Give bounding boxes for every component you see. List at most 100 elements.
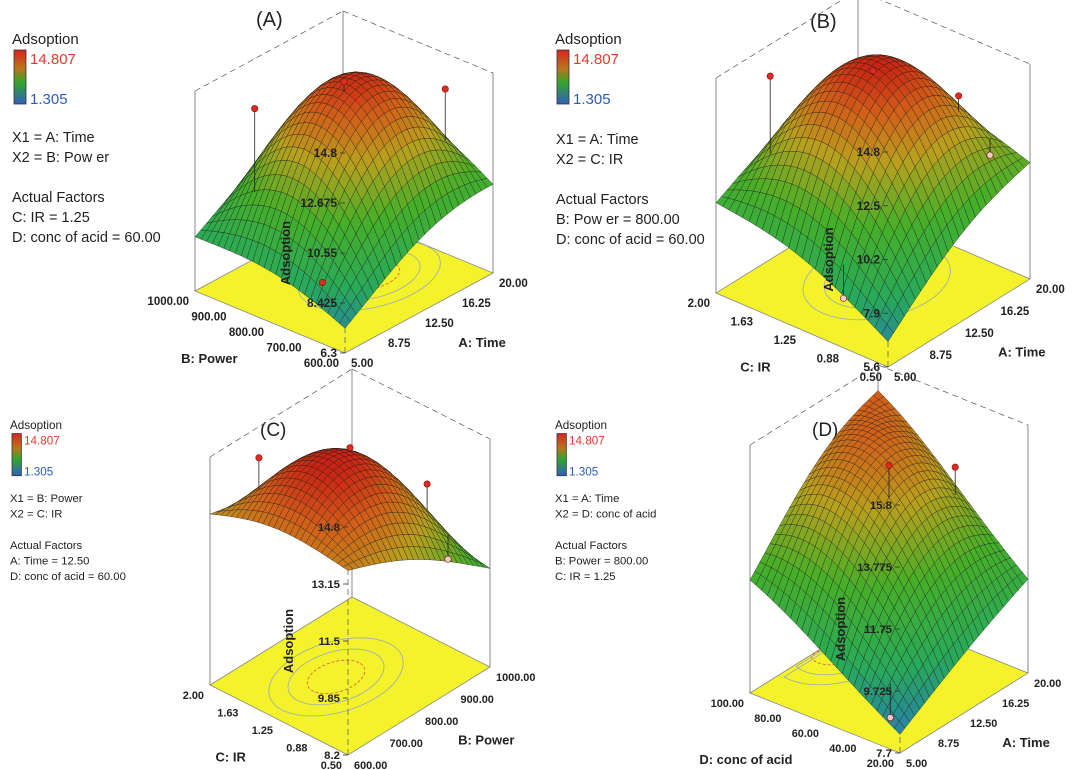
y-tick-label: 40.00 (829, 743, 856, 755)
z-tick-label: 13.775 (857, 562, 893, 574)
x-tick-label: 12.50 (965, 328, 994, 340)
z-tick-label: 5.6 (863, 360, 880, 374)
y-tick-label: 1.63 (731, 317, 753, 329)
x-tick-label: 16.25 (1002, 698, 1029, 710)
z-tick-label: 14.8 (314, 146, 338, 160)
factor-line: X2 = C: IR (10, 509, 62, 521)
z-tick-label: 9.725 (863, 686, 892, 698)
factor-line: X2 = C: IR (556, 152, 623, 168)
factor-line: C: IR = 1.25 (12, 210, 90, 226)
x-tick-label: 20.00 (499, 278, 528, 290)
factor-line: X1 = A: Time (556, 132, 639, 148)
y-axis-label: B: Power (181, 351, 237, 366)
design-point (839, 294, 847, 302)
design-point (318, 278, 326, 286)
y-tick-label: 100.00 (711, 698, 744, 710)
factor-line: Actual Factors (555, 540, 628, 552)
z-tick-label: 14.8 (857, 145, 881, 159)
x-axis-label: A: Time (458, 335, 505, 350)
x-tick-label: 20.00 (1036, 284, 1065, 296)
factor-line: X2 = B: Pow er (12, 150, 109, 166)
z-axis-label: Adsoption (281, 609, 296, 673)
x-tick-label: 8.75 (938, 738, 959, 750)
panel-d: (D) Adsoption 14.807 1.305 X1 = A: Time X2 = … (555, 364, 1061, 770)
x-axis-label: B: Power (458, 733, 514, 748)
panel-label: (D) (812, 420, 838, 441)
z-tick-label: 14.8 (318, 522, 340, 534)
y-tick-label: 80.00 (754, 713, 781, 725)
box-edge (351, 368, 491, 440)
design-point (951, 463, 959, 471)
y-axis-label: C: IR (216, 750, 247, 765)
factor-line: Actual Factors (12, 190, 105, 206)
x-axis-label: A: Time (998, 345, 1045, 360)
legend-max: 14.807 (24, 435, 60, 448)
factor-line: B: Pow er = 800.00 (556, 212, 680, 228)
y-tick-label: 600.00 (304, 358, 339, 370)
design-point (869, 67, 877, 75)
z-tick-label: 13.15 (311, 579, 340, 591)
factor-line: D: conc of acid = 60.00 (12, 230, 161, 246)
z-tick-label: 10.55 (307, 246, 337, 260)
z-tick-label: 12.675 (300, 196, 337, 210)
x-tick-label: 1000.00 (496, 672, 535, 684)
x-tick-label: 5.00 (894, 372, 916, 384)
factor-line: B: Power = 800.00 (555, 555, 648, 567)
y-axis-label: C: IR (740, 360, 771, 375)
design-point (340, 78, 348, 86)
response-surface (209, 448, 491, 571)
z-tick-label: 9.85 (318, 693, 341, 705)
z-tick-label: 8.2 (324, 750, 340, 762)
response-surface (194, 71, 494, 329)
y-tick-label: 800.00 (229, 327, 264, 339)
x-tick-label: 800.00 (425, 716, 458, 728)
x-tick-label: 8.75 (388, 338, 411, 350)
factor-line: Actual Factors (10, 540, 83, 552)
floor-contour (268, 637, 404, 717)
design-point (986, 151, 994, 159)
legend-max: 14.807 (569, 435, 605, 448)
design-point (423, 480, 431, 488)
y-tick-label: 1.25 (252, 725, 273, 737)
z-tick-label: 7.9 (863, 306, 880, 320)
design-point (955, 92, 963, 100)
panel-label: (B) (810, 11, 837, 33)
response-surface (749, 390, 1029, 735)
design-point (886, 714, 894, 722)
y-tick-label: 1.63 (217, 708, 238, 720)
y-tick-label: 20.00 (867, 758, 894, 770)
x-tick-label: 12.50 (970, 718, 997, 730)
x-tick-label: 8.75 (930, 350, 953, 362)
box-edge (749, 364, 879, 446)
legend-colorbar (13, 49, 27, 105)
y-tick-label: 700.00 (266, 343, 301, 355)
y-tick-label: 60.00 (792, 728, 819, 740)
y-tick-label: 0.50 (321, 760, 342, 770)
legend-colorbar (556, 433, 567, 477)
z-tick-label: 12.5 (857, 199, 881, 213)
z-tick-label: 8.425 (307, 296, 337, 310)
legend-min: 1.305 (24, 466, 54, 479)
legend-min: 1.305 (573, 91, 611, 108)
y-tick-label: 2.00 (688, 298, 710, 310)
design-point (444, 555, 452, 563)
response-surface (715, 54, 1031, 342)
legend-title: Adsoption (555, 419, 607, 432)
x-axis-label: A: Time (1002, 735, 1049, 750)
z-tick-label: 15.8 (870, 500, 892, 512)
legend-max: 14.807 (573, 51, 619, 68)
panel-label: (A) (256, 9, 283, 31)
legend-title: Adsoption (10, 419, 62, 432)
design-point (346, 444, 354, 452)
x-tick-label: 5.00 (351, 358, 373, 370)
design-point (766, 72, 774, 80)
z-tick-label: 10.2 (857, 253, 881, 267)
x-tick-label: 5.00 (906, 758, 927, 770)
panel-label: (C) (260, 420, 286, 441)
factor-line: D: conc of acid = 60.00 (556, 232, 705, 248)
factor-line: A: Time = 12.50 (10, 555, 89, 567)
box-edge (715, 0, 843, 79)
z-tick-label: 11.75 (864, 624, 893, 636)
factor-line: Actual Factors (556, 192, 649, 208)
